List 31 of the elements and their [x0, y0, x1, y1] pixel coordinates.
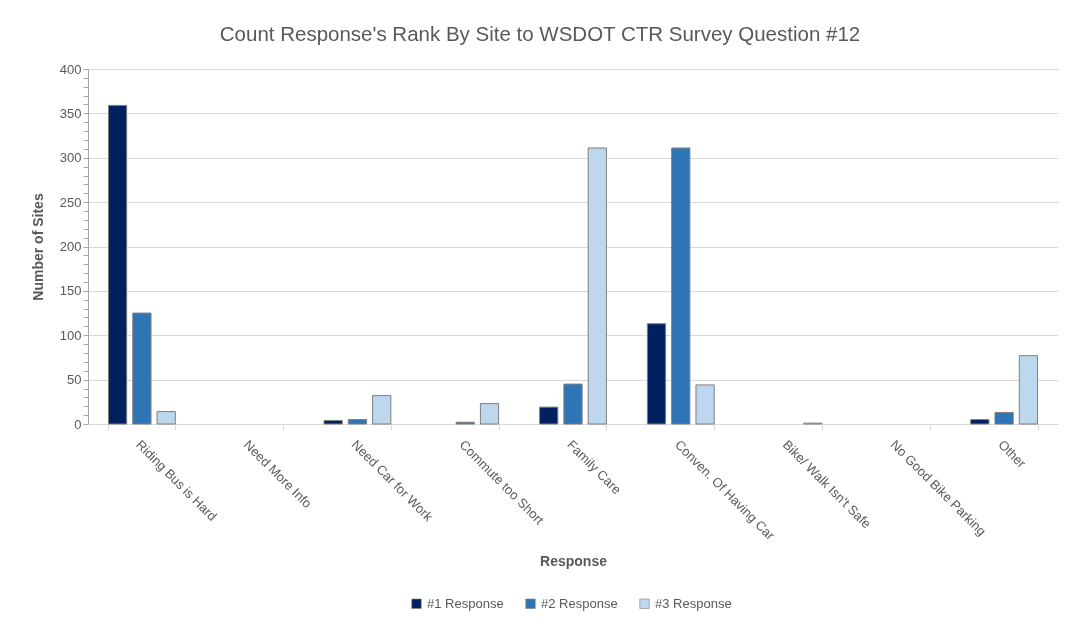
bar	[479, 403, 500, 425]
y-tick-label: 150	[59, 283, 82, 299]
y-axis-title: Number of Sites	[29, 193, 46, 301]
legend-label: #2 Response	[541, 595, 618, 611]
bar	[587, 147, 607, 425]
y-tick-label: 0	[74, 416, 82, 432]
bar	[994, 411, 1014, 425]
legend-label: #1 Response	[427, 595, 504, 611]
y-tick-label: 200	[59, 239, 82, 254]
bar	[539, 406, 559, 425]
bar	[347, 419, 368, 425]
y-tick-label: 300	[59, 150, 82, 166]
bar	[156, 411, 176, 425]
bar	[107, 104, 128, 425]
legend-label: #3 Response	[655, 595, 732, 611]
bar	[563, 383, 583, 425]
y-tick-label: 350	[59, 105, 82, 121]
bar	[695, 384, 715, 425]
bar	[1018, 355, 1039, 425]
y-tick-label: 400	[59, 61, 82, 77]
bar	[132, 312, 152, 425]
bar	[646, 323, 667, 425]
y-tick-label: 50	[67, 372, 82, 388]
bar	[323, 419, 343, 425]
bar	[970, 419, 990, 425]
x-axis-title: Response	[540, 552, 608, 569]
y-tick-label: 100	[59, 327, 82, 343]
y-tick-label: 250	[59, 194, 82, 210]
bar	[671, 147, 691, 425]
chart-title: Count Response's Rank By Site to WSDOT CTR Survey Question #12	[219, 21, 861, 45]
bar	[372, 395, 392, 425]
